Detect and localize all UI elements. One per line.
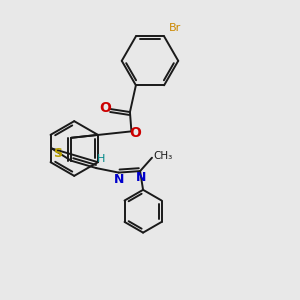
Text: O: O	[129, 126, 141, 140]
Text: H: H	[97, 154, 105, 164]
Text: S: S	[53, 147, 62, 161]
Text: Br: Br	[169, 23, 181, 33]
Text: CH₃: CH₃	[154, 151, 173, 161]
Text: O: O	[99, 100, 111, 115]
Text: N: N	[114, 172, 124, 186]
Text: N: N	[136, 171, 146, 184]
